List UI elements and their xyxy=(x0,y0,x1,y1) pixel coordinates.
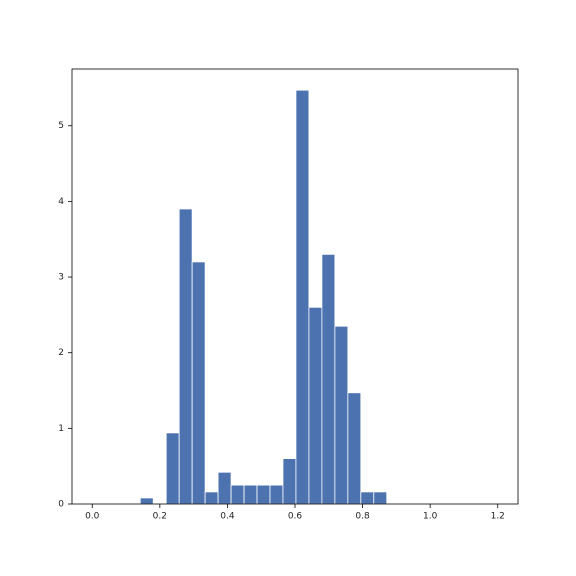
bar xyxy=(243,484,258,505)
y-tick-label: 2 xyxy=(58,348,64,358)
y-tick-label: 4 xyxy=(58,197,64,207)
y-tick-label: 0 xyxy=(58,500,64,510)
y-tick-label: 5 xyxy=(58,121,64,131)
bar xyxy=(230,484,245,505)
bar xyxy=(373,491,388,505)
bar xyxy=(321,253,336,505)
bar xyxy=(308,306,323,505)
x-tick-label: 0.0 xyxy=(85,512,100,522)
bar xyxy=(347,392,362,505)
y-tick-label: 3 xyxy=(58,273,64,283)
bar xyxy=(360,491,375,505)
plot-area xyxy=(139,89,388,505)
bar xyxy=(139,497,154,505)
bar xyxy=(165,432,180,505)
bar xyxy=(204,491,219,505)
axes-frame xyxy=(71,68,519,505)
y-tick-label: 1 xyxy=(58,424,64,434)
x-tick-label: 0.8 xyxy=(355,512,370,522)
x-tick-label: 0.4 xyxy=(220,512,235,522)
bar xyxy=(282,458,297,505)
bar xyxy=(295,89,310,505)
bar xyxy=(256,484,271,505)
bar xyxy=(178,208,193,505)
bar xyxy=(217,471,232,505)
x-tick-label: 0.6 xyxy=(288,512,303,522)
bar xyxy=(269,484,284,505)
bar xyxy=(191,261,206,505)
x-tick-label: 0.2 xyxy=(153,512,167,522)
bar xyxy=(334,325,349,505)
x-tick-label: 1.2 xyxy=(491,512,505,522)
x-tick-label: 1.0 xyxy=(423,512,438,522)
